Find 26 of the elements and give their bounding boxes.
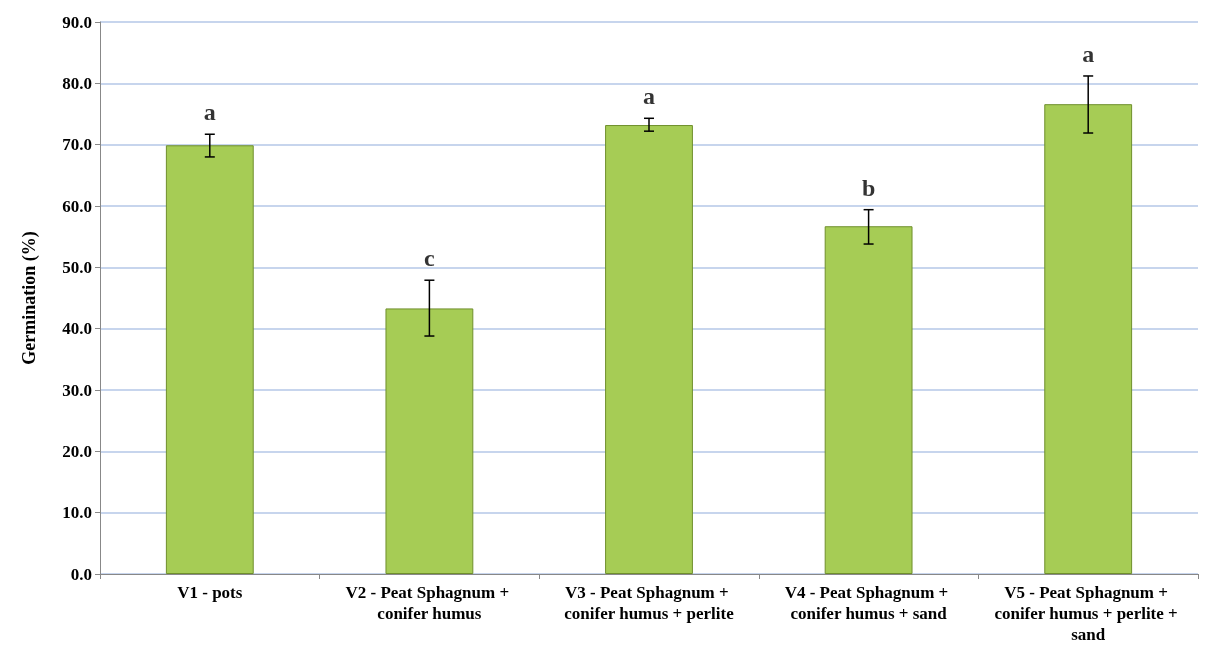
y-tick-label: 70.0 (62, 135, 92, 155)
y-tick-label: 10.0 (62, 503, 92, 523)
annotation: a (643, 83, 655, 110)
bar (1044, 104, 1133, 574)
annotation: b (861, 174, 876, 201)
x-tick-label: V3 - Peat Sphagnum + conifer humus + perlite (564, 583, 735, 623)
y-axis-title: Germination (%) (19, 231, 40, 365)
annotation: a (1082, 40, 1095, 67)
annotation: a (203, 99, 216, 126)
y-tick-label: 30.0 (62, 380, 92, 400)
bar (165, 145, 254, 574)
y-tick-label: 0.0 (70, 564, 92, 584)
y-tick-label: 50.0 (62, 257, 92, 277)
x-tick-label: V5 - Peat Sphagnum + conifer humus + perlite + sand (994, 583, 1183, 644)
x-tick-label: V4 - Peat Sphagnum + conifer humus + sand (784, 583, 953, 623)
x-tick-label: V2 - Peat Sphagnum + conifer humus (345, 583, 514, 623)
y-tick-label: 90.0 (62, 12, 92, 32)
y-tick-label: 80.0 (62, 73, 92, 93)
y-tick-label: 20.0 (62, 441, 92, 461)
y-tick-label: 40.0 (62, 319, 92, 339)
bar (605, 125, 693, 574)
bar (385, 308, 474, 574)
annotation: c (424, 245, 436, 272)
y-tick-label: 60.0 (62, 196, 92, 216)
x-tick-label: V1 - pots (177, 583, 243, 602)
bar (824, 226, 913, 574)
